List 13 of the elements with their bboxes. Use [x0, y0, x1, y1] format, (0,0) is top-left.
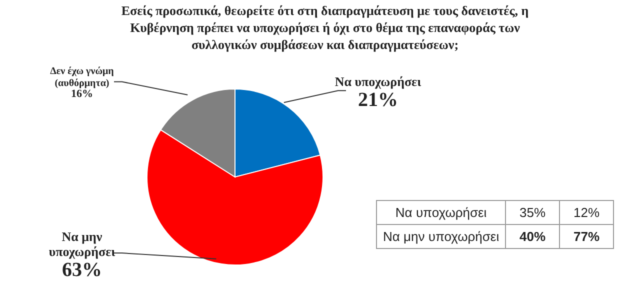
slice-label: Να μην υποχωρήσει — [48, 229, 116, 259]
data-label: 63% — [62, 259, 102, 281]
data-label: 21% — [358, 89, 398, 112]
category-label: Να μην υποχωρήσει — [383, 229, 500, 244]
slice-label: Να υποχωρήσει — [334, 74, 422, 90]
text: 77% — [574, 229, 600, 244]
chart-title: Εσείς προσωπικά, θεωρείτε ότι στη διαπραγμάτευση με τους δανειστές, η Κυβέρνηση πρέπει να υποχωρήσει ή όχι στο θέμα της επαναφοράς των συλλογικών συμβάσεων και διαπραγματεύσεων; — [120, 2, 530, 53]
slice-label: Δεν έχω γνώμη (αυθόρμητα) — [50, 66, 114, 90]
data-label: 16% — [71, 88, 93, 100]
text: 40% — [520, 229, 546, 244]
category-label: Να υποχωρήσει — [395, 205, 487, 220]
text: 35% — [520, 205, 546, 220]
text: 12% — [574, 205, 600, 220]
